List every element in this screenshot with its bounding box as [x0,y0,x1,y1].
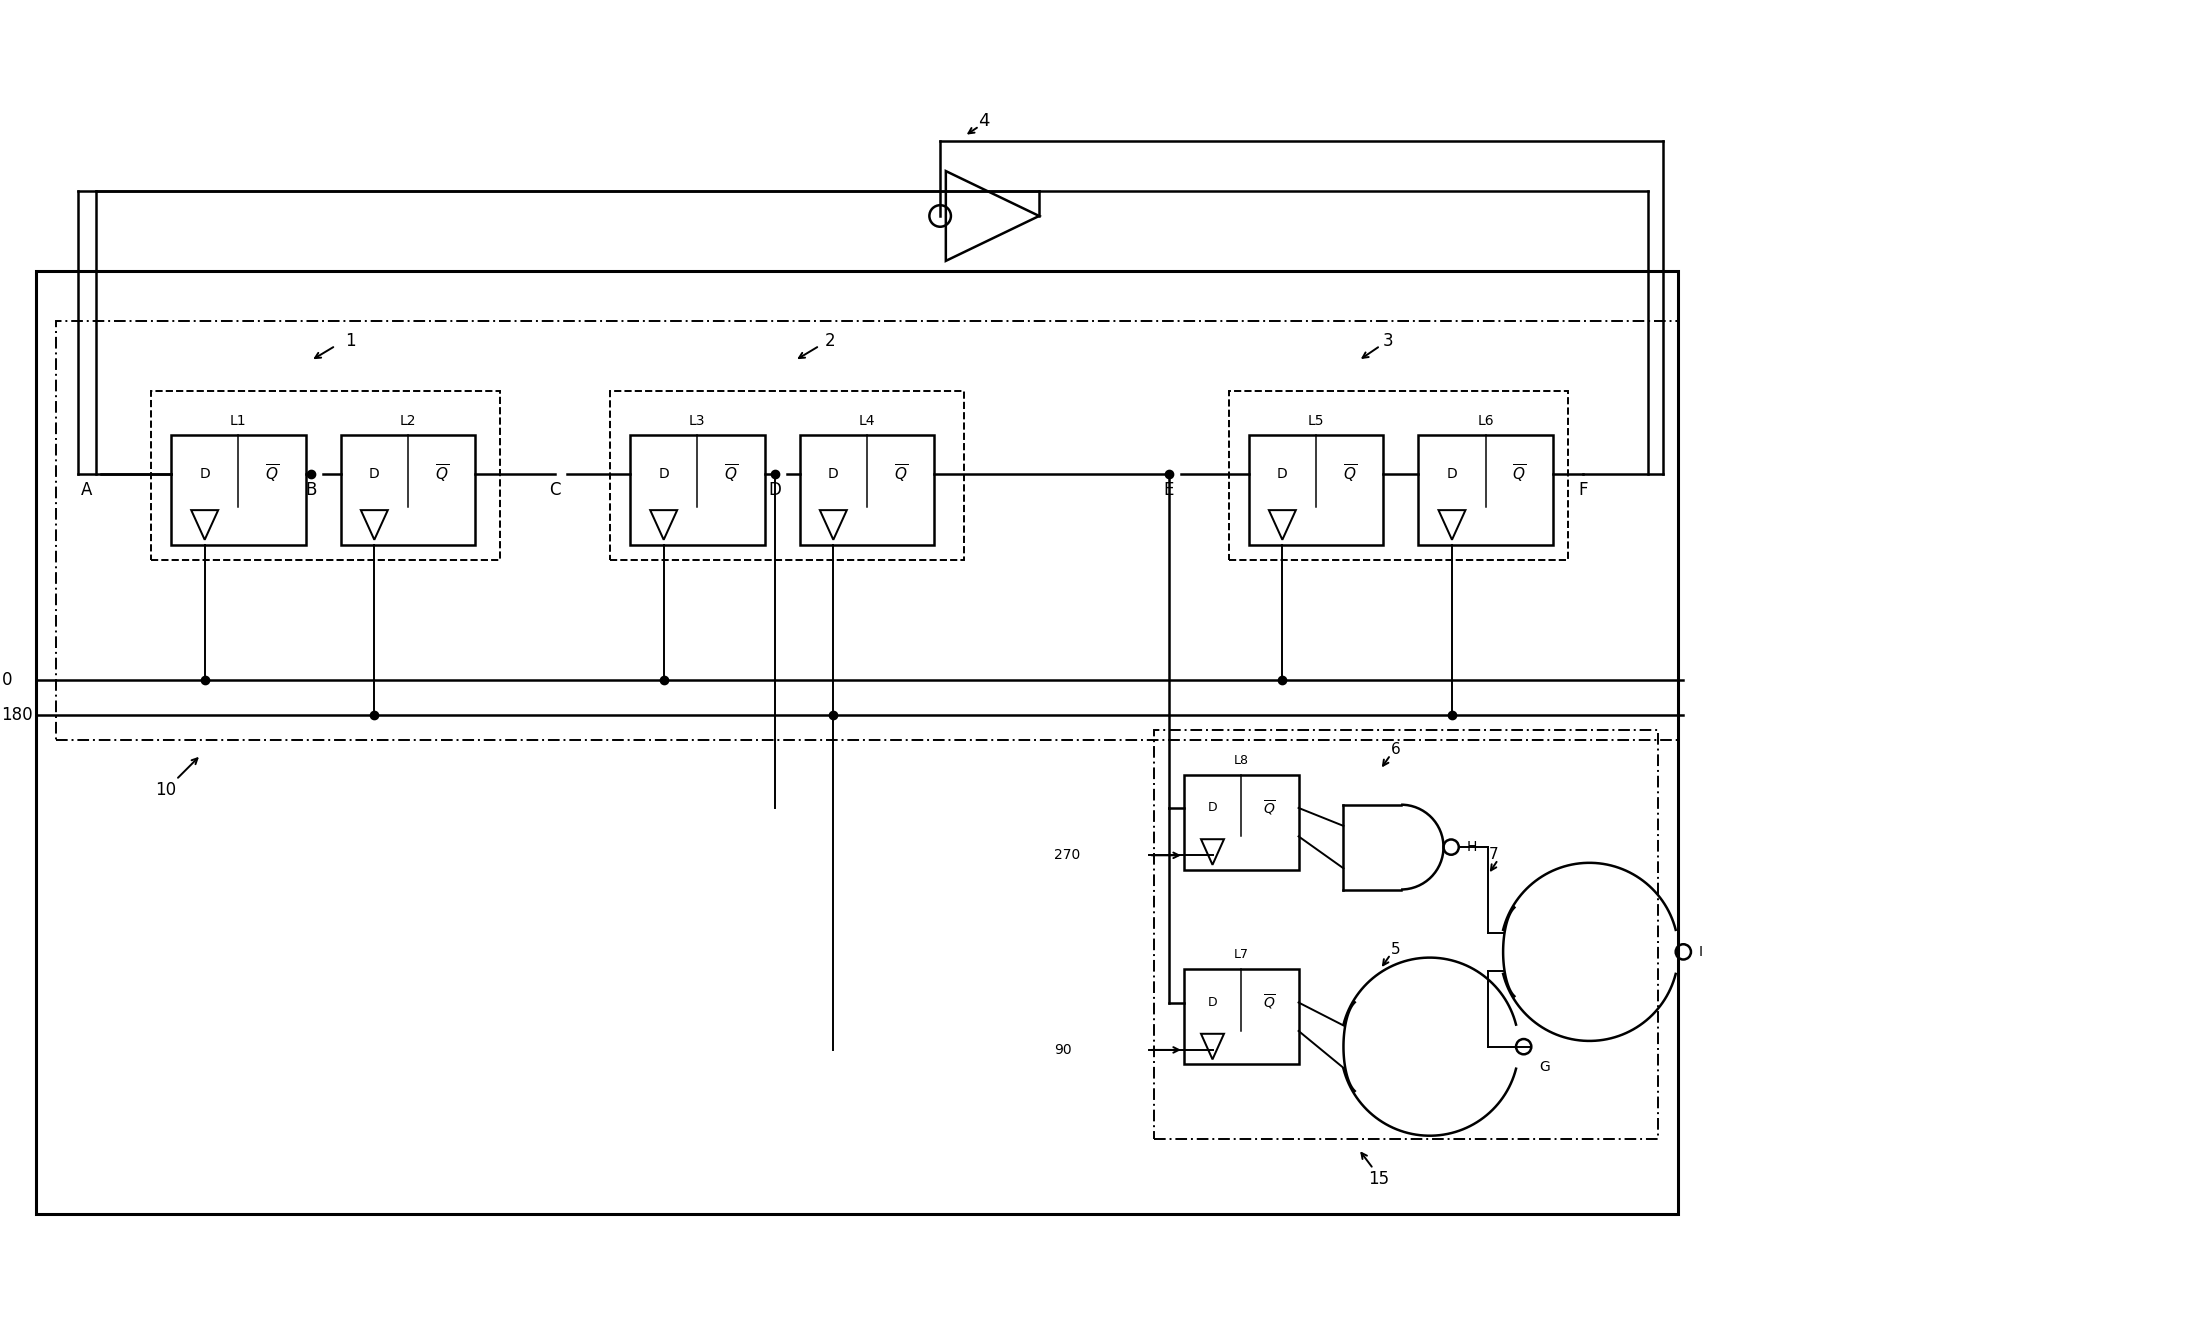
Text: D: D [369,466,380,481]
Text: D: D [1207,802,1218,815]
Text: $\overline{Q}$: $\overline{Q}$ [1264,992,1277,1012]
Text: 270: 270 [1055,848,1081,863]
Text: D: D [769,481,780,500]
Text: L8: L8 [1233,754,1248,767]
Text: L5: L5 [1308,413,1323,428]
Text: 4: 4 [978,113,989,130]
Text: L7: L7 [1233,949,1248,962]
Bar [1229,391,1567,560]
Text: $\overline{Q}$: $\overline{Q}$ [435,462,448,485]
Bar [1154,730,1657,1140]
Bar [152,391,501,560]
Text: E: E [1163,481,1174,500]
Text: A: A [81,481,92,500]
Text: G: G [1539,1060,1550,1073]
Text: 2: 2 [824,331,835,350]
Text: $\overline{Q}$: $\overline{Q}$ [1343,462,1356,485]
Text: $\overline{Q}$: $\overline{Q}$ [1512,462,1525,485]
Text: 15: 15 [1367,1170,1389,1189]
Bar [1248,436,1383,546]
Bar [1418,436,1554,546]
Text: I: I [1699,945,1703,959]
Text: C: C [550,481,560,500]
Text: L3: L3 [690,413,706,428]
Text: 6: 6 [1391,742,1400,758]
Text: L2: L2 [400,413,415,428]
Bar [1185,775,1299,869]
Text: 7: 7 [1488,847,1499,863]
Text: H: H [1466,840,1477,855]
Text: D: D [659,466,668,481]
Text: 0: 0 [2,670,11,689]
Text: 5: 5 [1391,942,1400,957]
Text: B: B [306,481,317,500]
Bar [341,436,475,546]
Text: 180: 180 [2,706,33,723]
Text: $\overline{Q}$: $\overline{Q}$ [723,462,739,485]
Text: 3: 3 [1383,331,1394,350]
Text: 10: 10 [156,780,176,799]
Bar [800,436,934,546]
Bar [37,270,1677,1214]
Text: F: F [1578,481,1587,500]
Text: $\overline{Q}$: $\overline{Q}$ [895,462,908,485]
Text: D: D [1446,466,1457,481]
Bar [631,436,765,546]
Text: 1: 1 [345,331,356,350]
Text: 90: 90 [1055,1043,1073,1057]
Bar [171,436,306,546]
Text: L1: L1 [231,413,246,428]
Text: $\overline{Q}$: $\overline{Q}$ [1264,798,1277,818]
Bar [1185,970,1299,1064]
Text: L6: L6 [1477,413,1495,428]
Text: D: D [1207,996,1218,1010]
Bar [57,321,1677,739]
Text: L4: L4 [859,413,875,428]
Bar [611,391,965,560]
Text: D: D [200,466,211,481]
Text: D: D [829,466,840,481]
Text: $\overline{Q}$: $\overline{Q}$ [266,462,279,485]
Text: D: D [1277,466,1288,481]
